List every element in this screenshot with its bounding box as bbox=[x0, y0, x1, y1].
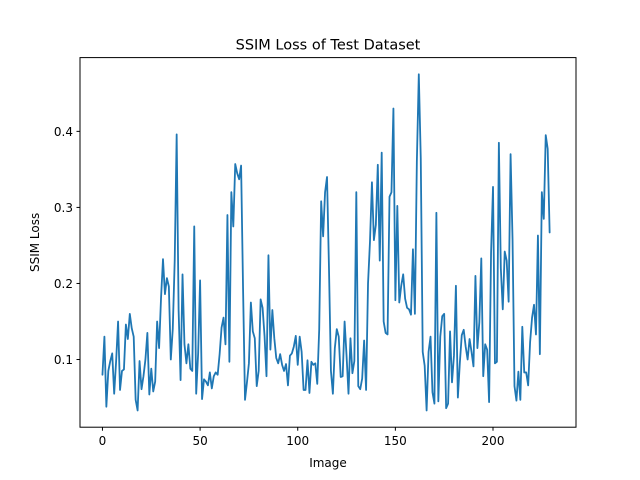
plot-area bbox=[101, 73, 551, 412]
x-tick-label: 0 bbox=[99, 434, 107, 448]
y-tick-label: 0.3 bbox=[54, 201, 73, 215]
chart-title: SSIM Loss of Test Dataset bbox=[236, 38, 421, 54]
y-tick-label: 0.4 bbox=[54, 125, 73, 139]
axes-frame bbox=[79, 57, 577, 428]
x-axis-label: Image bbox=[309, 456, 347, 470]
x-axis: 0 50 100 150 200 bbox=[99, 427, 505, 448]
y-tick-label: 0.1 bbox=[54, 353, 73, 367]
y-axis-label: SSIM Loss bbox=[28, 213, 42, 272]
x-tick-label: 150 bbox=[384, 434, 407, 448]
x-tick-label: 50 bbox=[192, 434, 207, 448]
x-tick-label: 200 bbox=[482, 434, 505, 448]
y-tick-label: 0.2 bbox=[54, 277, 73, 291]
series-line bbox=[101, 73, 551, 412]
y-axis: 0.1 0.2 0.3 0.4 bbox=[54, 125, 80, 367]
x-tick-label: 100 bbox=[286, 434, 309, 448]
